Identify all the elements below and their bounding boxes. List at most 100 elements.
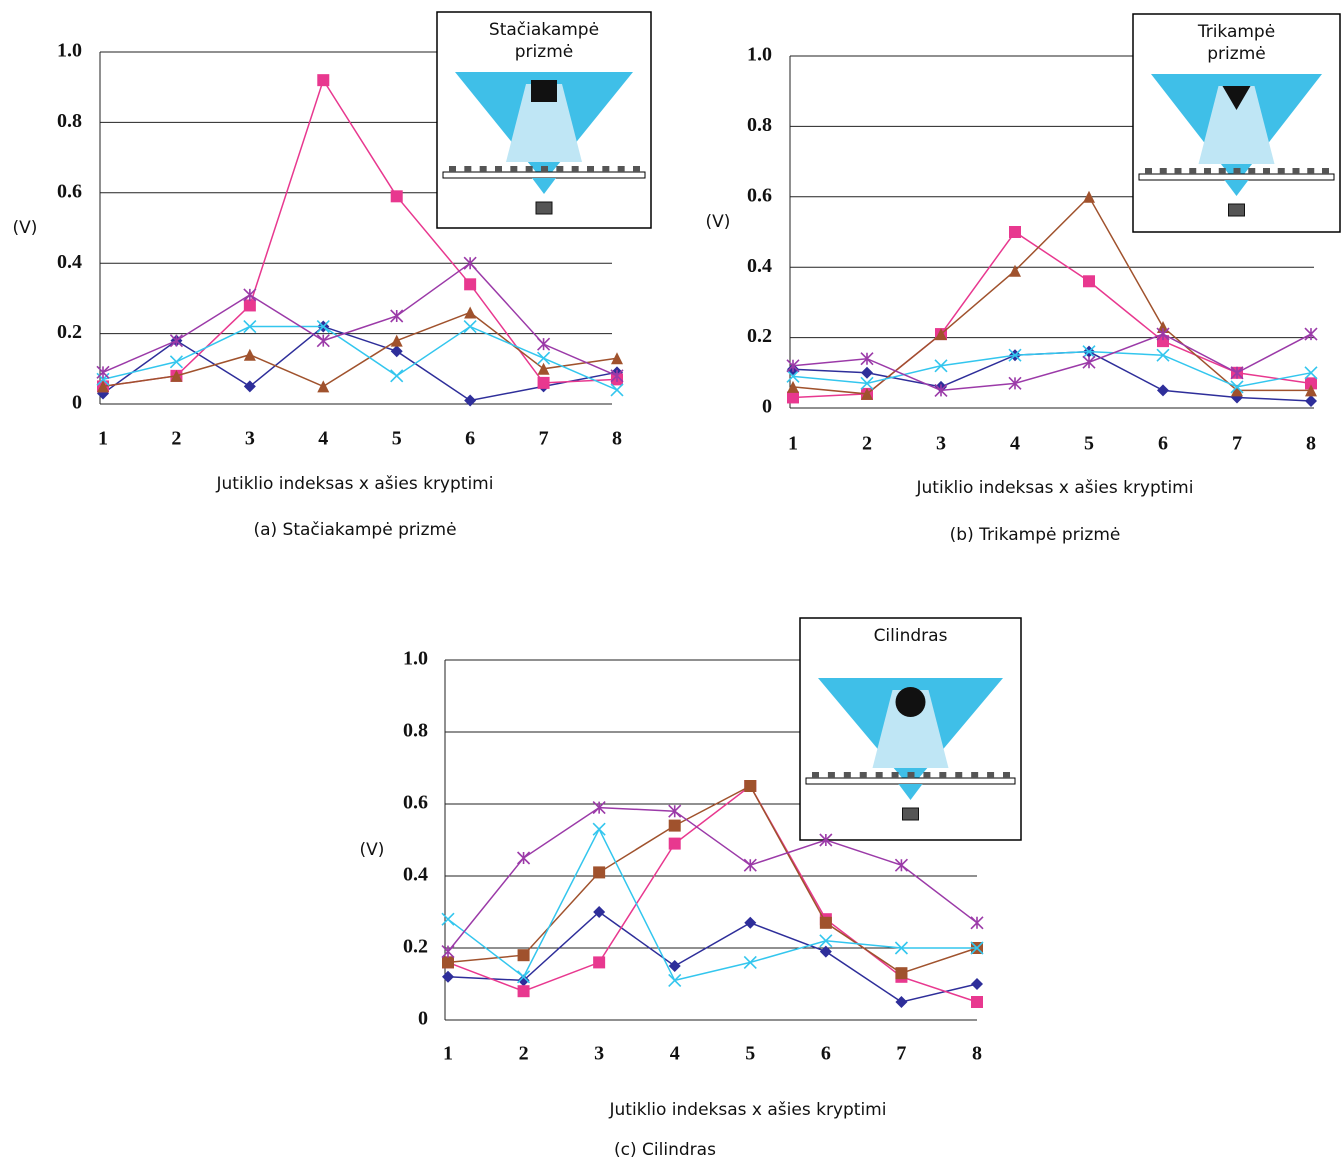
x-axis-label: Jutiklio indeksas x ašies kryptimi xyxy=(609,1100,887,1120)
inset-sensor xyxy=(971,772,979,778)
x-tick-label: 5 xyxy=(1084,433,1094,455)
marker xyxy=(442,970,454,983)
inset-sensor xyxy=(602,166,610,172)
marker xyxy=(787,380,799,393)
inset-sensor xyxy=(955,772,963,778)
inset-beam xyxy=(872,690,949,768)
marker xyxy=(668,973,682,987)
marker xyxy=(786,359,800,373)
series-line xyxy=(792,195,1311,395)
marker xyxy=(243,319,257,334)
inset-drop xyxy=(898,784,923,800)
marker xyxy=(1305,394,1317,407)
inset-detector xyxy=(1228,203,1245,217)
chart-title: (b) Trikampė prizmė xyxy=(950,525,1121,545)
inset-sensor xyxy=(875,772,883,778)
inset-sensor xyxy=(1277,168,1285,174)
series-line xyxy=(792,350,1312,388)
marker xyxy=(668,960,681,972)
inset-sensor xyxy=(479,166,487,172)
inset-sensor xyxy=(1263,168,1270,174)
inset-beam xyxy=(1198,86,1275,164)
marker xyxy=(743,858,757,872)
x-tick-label: 7 xyxy=(539,428,549,450)
marker xyxy=(971,978,983,990)
x-tick-label: 5 xyxy=(745,1043,755,1065)
inset-beam xyxy=(506,84,582,162)
series-line xyxy=(102,325,618,402)
marker xyxy=(787,391,799,404)
marker xyxy=(441,945,455,959)
marker xyxy=(169,355,183,369)
y-axis-label: (V) xyxy=(360,840,385,860)
x-tick-label: 7 xyxy=(1232,433,1242,455)
x-tick-label: 8 xyxy=(972,1043,982,1065)
marker xyxy=(463,319,477,334)
inset-sensor xyxy=(812,772,819,778)
marker xyxy=(668,804,682,818)
marker xyxy=(593,906,606,918)
marker xyxy=(592,801,606,815)
marker xyxy=(860,376,874,390)
inset-sensor xyxy=(617,166,625,172)
inset-sensor xyxy=(1292,168,1300,174)
y-tick-label: 0 xyxy=(762,396,772,418)
marker xyxy=(970,916,984,930)
y-tick-label: 0.8 xyxy=(403,720,428,742)
x-tick-label: 3 xyxy=(594,1043,604,1065)
marker xyxy=(1082,345,1096,359)
marker xyxy=(1008,348,1022,362)
series-line xyxy=(447,911,978,1003)
y-tick-label: 0.6 xyxy=(747,184,772,206)
inset-sensor xyxy=(1003,772,1010,778)
inset-drop xyxy=(1224,180,1249,196)
marker xyxy=(819,833,833,847)
marker xyxy=(243,288,257,302)
marker xyxy=(317,74,330,87)
inset-sensor xyxy=(1145,168,1152,174)
marker xyxy=(317,380,330,393)
inset-sensor xyxy=(923,772,931,778)
marker xyxy=(390,345,403,358)
marker xyxy=(1304,366,1318,380)
marker xyxy=(668,819,681,832)
marker xyxy=(1304,327,1318,341)
inset-sensor xyxy=(449,166,456,172)
x-tick-label: 2 xyxy=(519,1043,529,1065)
marker xyxy=(611,352,623,365)
marker xyxy=(668,837,681,850)
marker xyxy=(819,916,832,929)
marker xyxy=(316,319,330,334)
x-tick-label: 6 xyxy=(1158,433,1168,455)
y-tick-label: 0.2 xyxy=(57,321,82,343)
x-tick-label: 6 xyxy=(821,1043,831,1065)
marker xyxy=(537,362,550,375)
series-line xyxy=(447,806,978,953)
inset-sensor xyxy=(1204,168,1211,174)
marker xyxy=(441,912,455,926)
marker xyxy=(744,780,757,792)
y-tick-label: 0.2 xyxy=(403,936,428,958)
marker xyxy=(169,334,183,348)
marker xyxy=(1156,348,1170,362)
inset-detector xyxy=(535,201,553,215)
inset-detector xyxy=(902,807,919,821)
marker xyxy=(819,945,832,958)
marker xyxy=(390,369,404,383)
inset-sensor xyxy=(1307,168,1315,174)
marker xyxy=(243,380,256,393)
marker xyxy=(1305,384,1317,397)
series-line xyxy=(447,827,977,982)
y-tick-label: 0.2 xyxy=(747,325,772,347)
inset-label: Cilindras xyxy=(874,626,948,646)
marker xyxy=(442,956,454,969)
marker xyxy=(464,278,477,291)
inset-plate xyxy=(805,777,1016,785)
marker xyxy=(463,256,477,270)
marker xyxy=(390,334,403,347)
marker xyxy=(1083,190,1095,203)
inset-label: prizmė xyxy=(515,42,573,62)
inset-sensor xyxy=(1174,168,1182,174)
marker xyxy=(861,366,873,379)
y-tick-label: 0.8 xyxy=(57,110,82,132)
